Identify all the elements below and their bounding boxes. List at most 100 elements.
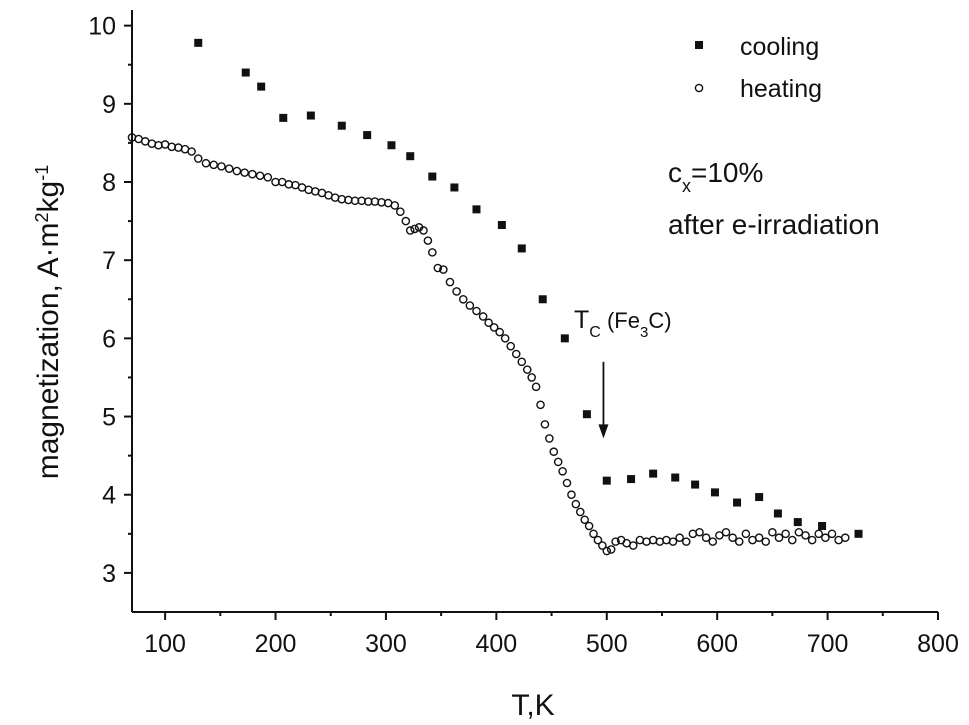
legend: cooling heating — [694, 33, 822, 103]
point-heating — [531, 382, 541, 392]
point-heating — [536, 400, 545, 410]
y-axis-title-main: magnetization, A·m — [32, 222, 65, 479]
series-heating — [127, 133, 850, 556]
y-ticks: 3 4 5 6 7 8 9 10 — [88, 13, 132, 588]
point-heating — [606, 545, 616, 554]
point-heating — [428, 248, 437, 257]
annotation-tc-sub1: C — [589, 324, 601, 341]
point-heating — [401, 216, 411, 226]
point-heating — [201, 158, 211, 168]
point-cooling — [194, 38, 203, 47]
annotation-tc-end: C) — [648, 308, 671, 333]
point-heating — [814, 529, 824, 539]
point-cooling — [497, 221, 506, 229]
point-heating — [575, 507, 585, 517]
point-heating — [263, 173, 273, 182]
point-heating — [187, 147, 196, 156]
point-heating — [423, 236, 433, 245]
point-heating — [248, 169, 257, 179]
point-heating — [545, 434, 554, 443]
point-heating — [715, 531, 724, 540]
x-tick-label-300: 300 — [365, 630, 407, 658]
point-heating — [571, 499, 581, 509]
point-heating — [681, 537, 691, 546]
point-heating — [611, 537, 620, 546]
point-cooling — [773, 509, 782, 518]
annotation-cx-rest: =10% — [691, 157, 763, 188]
x-tick-label-800: 800 — [917, 630, 959, 658]
point-cooling — [279, 113, 288, 122]
y-axis-title-mid: kg — [32, 181, 65, 213]
y-tick-label-6: 6 — [102, 325, 116, 353]
annotation-cx-base: c — [668, 157, 682, 188]
point-cooling — [854, 529, 863, 538]
point-heating — [419, 226, 428, 235]
point-cooling — [450, 183, 459, 192]
point-cooling — [691, 480, 700, 489]
point-cooling — [733, 498, 742, 507]
point-heating — [395, 207, 405, 217]
point-heating — [217, 162, 226, 171]
y-tick-label-5: 5 — [102, 404, 116, 432]
point-cooling — [671, 473, 680, 482]
point-cooling — [710, 488, 719, 497]
point-cooling — [627, 475, 636, 484]
point-heating — [405, 226, 415, 235]
point-heating — [495, 327, 504, 337]
point-heating — [193, 154, 203, 163]
point-heating — [511, 349, 521, 359]
point-heating — [734, 537, 744, 546]
x-axis-title: T,K — [511, 689, 554, 722]
point-heating — [553, 457, 563, 467]
point-heating — [410, 224, 419, 234]
point-cooling — [602, 476, 611, 485]
point-heating — [439, 265, 448, 274]
point-heating — [675, 533, 684, 543]
point-heating — [224, 164, 234, 174]
point-heating — [240, 168, 249, 177]
point-heating — [540, 420, 550, 429]
point-cooling — [582, 410, 591, 419]
legend-label-heating: heating — [740, 75, 822, 103]
point-heating — [668, 537, 678, 546]
point-heating — [807, 535, 817, 545]
point-heating — [458, 294, 468, 304]
tc-arrow-head — [598, 424, 609, 439]
point-heating — [517, 357, 527, 367]
legend-marker-cooling — [695, 41, 703, 49]
x-tick-label-100: 100 — [144, 630, 186, 658]
point-heating — [209, 160, 219, 170]
y-tick-label-3: 3 — [102, 560, 116, 588]
series-cooling — [194, 38, 863, 538]
y-tick-label-9: 9 — [102, 91, 116, 119]
annotation-tc-sub2: 3 — [640, 324, 648, 341]
point-cooling — [755, 493, 764, 502]
point-heating — [390, 201, 400, 210]
point-cooling — [387, 141, 396, 150]
annotation-condition: after e-irradiation — [668, 209, 880, 240]
x-tick-label-400: 400 — [475, 630, 517, 658]
point-cooling — [538, 295, 547, 304]
point-cooling — [818, 522, 827, 530]
point-heating — [801, 531, 810, 540]
point-heating — [500, 334, 510, 343]
tc-arrow — [598, 361, 609, 439]
annotation-cx: cx=10% — [668, 157, 763, 196]
point-heating — [701, 533, 711, 543]
point-cooling — [517, 244, 526, 253]
point-heating — [506, 341, 516, 351]
point-cooling — [428, 172, 437, 181]
point-heating — [774, 533, 784, 543]
point-heating — [445, 277, 455, 287]
point-heating — [452, 287, 461, 296]
point-cooling — [363, 131, 372, 140]
point-heating — [484, 318, 493, 328]
series-layer — [127, 38, 863, 556]
y-axis-title: magnetization, A·m2kg-1 — [32, 165, 65, 480]
point-heating — [761, 537, 771, 546]
point-heating — [768, 527, 777, 537]
point-heating — [708, 537, 718, 546]
x-ticks: 100 200 300 400 500 600 700 800 — [144, 612, 959, 658]
point-heating — [580, 515, 589, 525]
